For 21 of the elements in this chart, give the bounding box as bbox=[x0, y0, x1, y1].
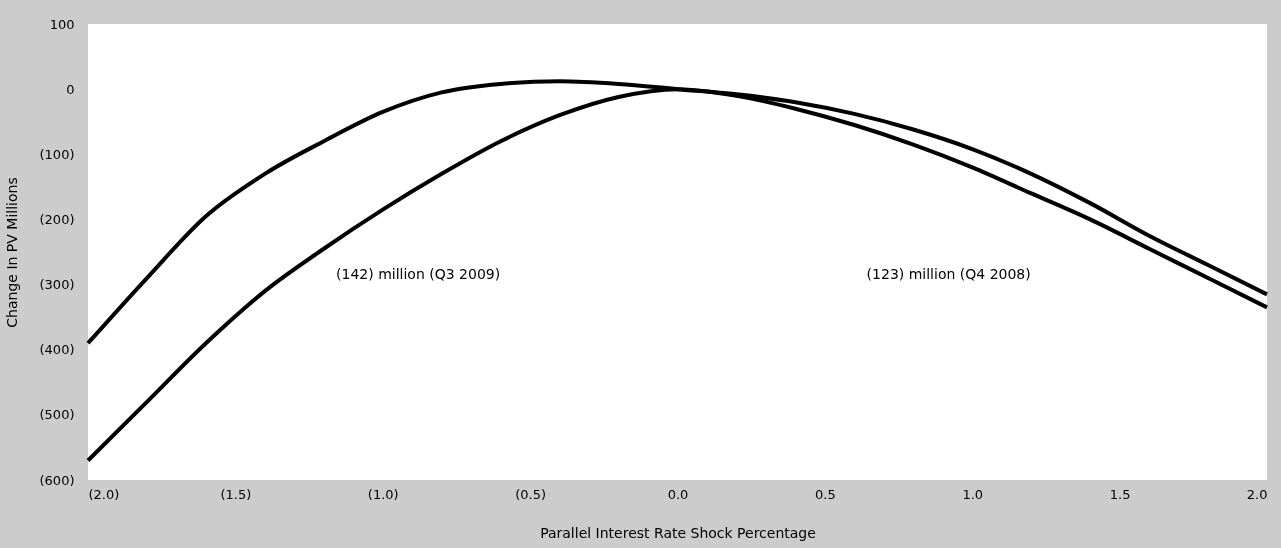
x-tick-label: (2.0) bbox=[88, 486, 120, 502]
x-tick-label: 1.0 bbox=[962, 486, 984, 502]
x-tick-label: 1.5 bbox=[1109, 486, 1131, 502]
y-tick-label: 0 bbox=[66, 81, 75, 97]
y-tick-label: (600) bbox=[39, 472, 75, 488]
x-tick-label: (0.5) bbox=[515, 486, 547, 502]
x-tick-label: 0.5 bbox=[815, 486, 836, 502]
x-tick-label: (1.0) bbox=[367, 486, 399, 502]
y-axis-title: Change In PV Millions bbox=[3, 177, 20, 328]
y-tick-label: (200) bbox=[39, 211, 75, 227]
y-tick-label: 100 bbox=[49, 16, 75, 32]
annotation: (123) million (Q4 2008) bbox=[866, 265, 1031, 282]
x-tick-label: (1.5) bbox=[220, 486, 252, 502]
x-axis-title: Parallel Interest Rate Shock Percentage bbox=[540, 524, 816, 541]
y-tick-label: (100) bbox=[39, 146, 75, 162]
x-tick-label: 2.0 bbox=[1246, 486, 1268, 502]
y-tick-label: (300) bbox=[39, 277, 75, 293]
y-tick-label: (500) bbox=[39, 407, 75, 423]
annotation: (142) million (Q3 2009) bbox=[336, 265, 501, 282]
y-tick-label: (400) bbox=[39, 342, 75, 358]
x-tick-label: 0.0 bbox=[667, 486, 689, 502]
